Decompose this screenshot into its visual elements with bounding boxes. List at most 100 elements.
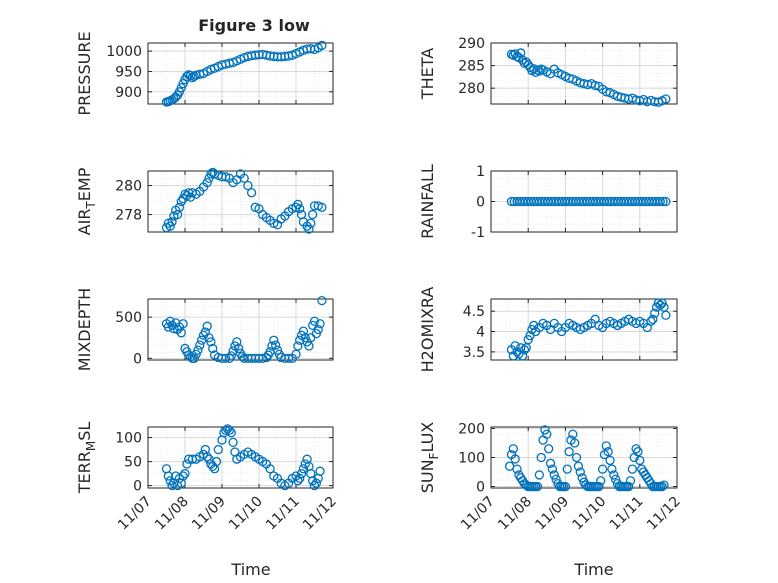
data-point [549,470,559,480]
y-axis-label: THETA [418,48,437,100]
data-point [298,326,309,336]
y-tick-label: 900 [115,85,142,101]
y-tick-label: 285 [458,59,485,75]
data-point [596,476,606,486]
y-axis-label: MIXDEPTH [75,288,94,371]
data-point [508,444,518,454]
data-point [597,464,608,474]
data-point [178,319,188,329]
y-tick-label: 950 [115,64,142,80]
data-points [506,196,671,207]
data-point [532,481,543,492]
subplot-airtemp: 278 280 AIRTEMP [75,167,334,235]
x-tick-label: 11/11 [263,494,303,534]
x-tick-label: 11/07 [458,494,498,534]
data-point [603,447,613,457]
data-point [293,341,303,351]
y-tick-label: 50 [124,455,142,471]
data-point [536,452,546,463]
axes-box [490,42,678,105]
y-axis-label: H2OMIXRA [418,287,437,373]
x-tick-label: 11/12 [300,494,340,534]
data-point [165,221,175,231]
y-tick-label: 1000 [106,44,142,60]
data-point [233,343,244,354]
subplot-mixdepth: 0 500 MIXDEPTH [75,288,334,371]
data-point [293,199,303,210]
y-tick-label: 100 [115,431,142,447]
data-point [564,447,574,457]
data-point [167,217,177,227]
data-point [601,441,611,451]
data-point [208,343,218,354]
axes-box [147,426,334,489]
data-point [182,459,192,469]
data-point [208,167,218,178]
data-point [293,476,303,486]
data-point [228,437,238,448]
data-point [607,464,617,474]
data-point [296,468,307,479]
data-point [551,474,561,484]
data-point [517,351,528,361]
y-tick-label: 280 [115,179,142,195]
data-point [246,188,257,198]
y-axis-label: AIRTEMP [75,167,98,235]
data-point [185,192,196,202]
subplot-rainfall: -1 0 1 RAINFALL [418,164,678,241]
data-points [161,40,327,107]
data-point [661,196,671,207]
y-tick-label: 278 [115,208,142,224]
data-point [627,464,638,474]
data-point [610,474,621,484]
data-point [568,429,578,439]
data-point [571,452,582,463]
data-point [646,316,656,327]
data-point [573,461,584,471]
data-point [202,177,212,188]
data-point [295,204,305,214]
data-point [594,481,604,492]
x-axis-label-left: Time [230,560,270,579]
x-tick-label: 11/10 [226,494,266,534]
data-point [174,202,185,212]
data-point [540,425,550,435]
data-point [270,340,281,350]
data-point [224,353,235,364]
data-point [269,335,279,345]
x-tick-label: 11/09 [189,494,229,534]
x-axis-label-right: Time [573,560,613,579]
data-point [542,429,552,439]
data-point [226,351,236,361]
data-point [534,470,545,480]
y-tick-label: 1 [476,164,485,180]
data-point [317,202,327,212]
data-point [243,180,253,191]
data-point [195,340,205,350]
data-point [519,345,530,355]
data-point [313,324,323,335]
data-point [609,470,619,480]
y-tick-label: 500 [115,310,142,326]
data-point [309,480,320,491]
y-axis-label: RAINFALL [418,164,437,239]
data-points [506,298,671,361]
y-tick-label: 0 [476,195,485,211]
data-point [510,454,520,464]
data-point [189,71,199,81]
data-points [504,425,669,492]
x-tick-label: 11/10 [570,494,610,534]
data-point [311,478,322,488]
data-point [577,473,587,483]
axes-box [147,42,334,105]
data-point [547,464,558,474]
data-point [315,319,325,329]
figure-title: Figure 3 low [198,16,310,35]
data-point [655,196,665,207]
data-point [232,337,242,347]
data-point [590,80,600,91]
data-point [633,447,643,457]
y-tick-label: 4.5 [463,304,485,320]
